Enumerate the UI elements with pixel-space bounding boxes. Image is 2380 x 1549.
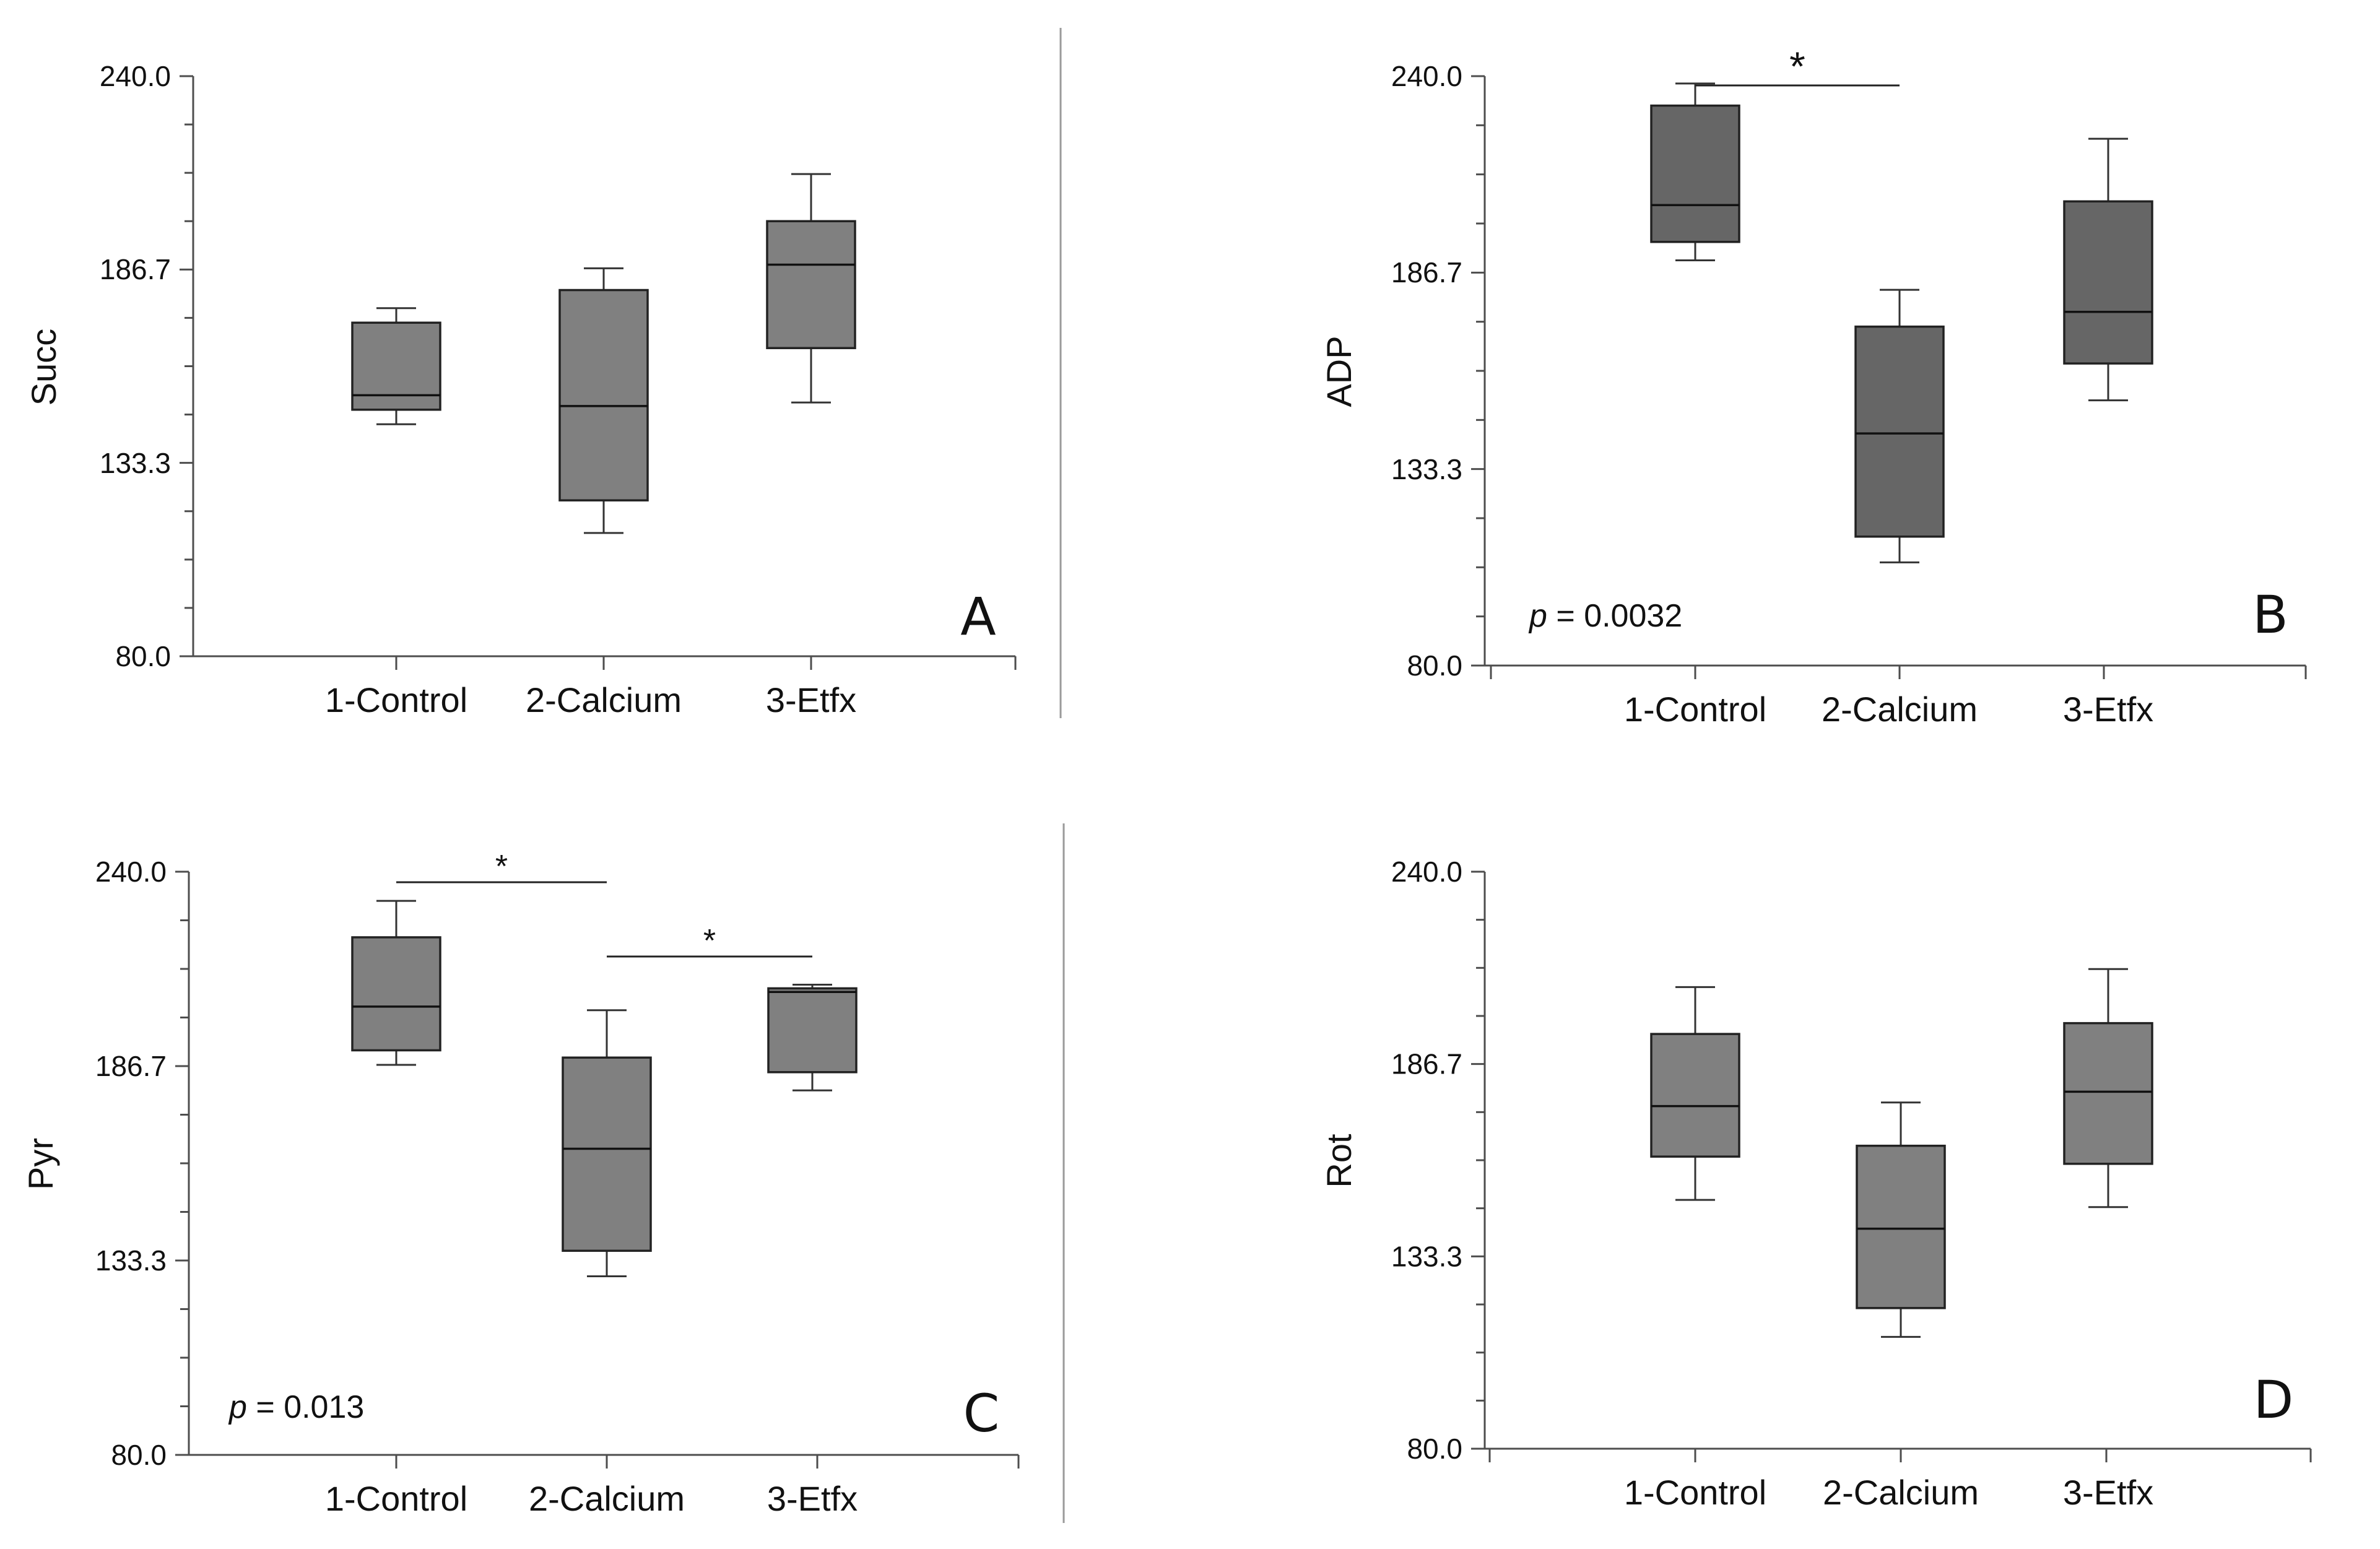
panel-d-category-label: 1-Control — [1624, 1473, 1766, 1512]
panel-c-category-label: 1-Control — [325, 1479, 467, 1518]
panel-b-y-tick-label: 80.0 — [1407, 649, 1462, 682]
panel-c-category-label: 3-Etfx — [767, 1479, 858, 1518]
panel-a: 240.0 186.7 133.3 80.0 1-Control 2-Calcium 3-E… — [24, 60, 1017, 719]
panel-d-box-2 — [1856, 1101, 1946, 1338]
iqr-box — [2063, 200, 2153, 365]
panel-b-y-axis-label: ADP — [1319, 336, 1358, 407]
panel-b-p-value: p = 0.0032 — [1528, 598, 1682, 634]
panel-d: 240.0 186.7 133.3 80.0 1-Control 2-Calcium 3-E… — [1319, 856, 2312, 1512]
panel-b: 240.0 186.7 133.3 80.0 1-Control 2-Calcium 3-E… — [1319, 43, 2307, 729]
iqr-box — [2063, 1022, 2153, 1165]
panel-c-y-tick-label: 186.7 — [95, 1050, 167, 1082]
panel-a-letter: A — [960, 586, 996, 647]
panel-d-letter: D — [2254, 1369, 2294, 1430]
panel-b-y-tick-label: 240.0 — [1391, 60, 1462, 92]
panel-c-y-tick-label: 80.0 — [111, 1439, 167, 1471]
panel-d-y-tick-label: 133.3 — [1391, 1241, 1462, 1273]
panel-c-significance-star: * — [495, 849, 508, 885]
panel-d-category-label: 2-Calcium — [1823, 1473, 1979, 1512]
panel-a-category-label: 3-Etfx — [766, 680, 856, 719]
iqr-box — [767, 987, 858, 1074]
panel-b-category-label: 2-Calcium — [1822, 690, 1978, 729]
panel-a-box-1 — [351, 307, 441, 425]
p-symbol: p — [1528, 598, 1556, 634]
iqr-box — [351, 321, 441, 411]
panel-d-box-1 — [1650, 986, 1740, 1201]
iqr-box — [1650, 104, 1740, 243]
iqr-box — [766, 220, 856, 349]
panel-a-category-label: 2-Calcium — [526, 680, 682, 719]
panel-b-box-1 — [1650, 82, 1740, 261]
panel-d-y-tick-label: 186.7 — [1391, 1048, 1462, 1080]
iqr-box — [1856, 1144, 1946, 1309]
panel-a-box-2 — [558, 267, 649, 534]
panel-c-y-tick-label: 133.3 — [95, 1244, 167, 1277]
iqr-box — [558, 289, 649, 501]
panel-a-box-3 — [766, 173, 856, 404]
iqr-box — [562, 1056, 652, 1252]
panel-c-category-label: 2-Calcium — [529, 1479, 685, 1518]
panel-b-category-label: 3-Etfx — [2063, 690, 2153, 729]
panel-b-category-label: 1-Control — [1624, 690, 1766, 729]
panel-c-significance-star: * — [703, 923, 716, 959]
panel-b-box-3 — [2063, 137, 2153, 402]
iqr-box — [1854, 325, 1945, 538]
panel-c-y-axis-label: Pyr — [21, 1138, 60, 1190]
panel-b-significance-star: * — [1789, 43, 1805, 89]
iqr-box — [351, 936, 441, 1052]
panel-c-box-2 — [562, 1009, 652, 1278]
p-symbol: p — [228, 1389, 256, 1425]
p-value-text: = 0.013 — [256, 1389, 364, 1425]
panel-b-letter: B — [2252, 584, 2288, 645]
panel-b-y-tick-label: 186.7 — [1391, 256, 1462, 289]
panel-d-category-label: 3-Etfx — [2063, 1473, 2153, 1512]
panel-c: 240.0 186.7 133.3 80.0 1-Control 2-Calcium 3-E… — [21, 849, 1020, 1518]
panel-c-y-tick-label: 240.0 — [95, 856, 167, 888]
panel-a-y-tick-label: 240.0 — [100, 60, 171, 92]
panel-d-y-tick-label: 240.0 — [1391, 856, 1462, 888]
panel-c-box-1 — [351, 900, 441, 1066]
panel-c-p-value: p = 0.013 — [228, 1389, 364, 1425]
panel-b-box-2 — [1854, 289, 1945, 563]
iqr-box — [1650, 1033, 1740, 1158]
panel-b-y-tick-label: 133.3 — [1391, 453, 1462, 485]
panel-a-y-tick-label: 186.7 — [100, 253, 171, 285]
panel-a-y-axis-label: Succ — [24, 329, 63, 406]
panel-a-category-label: 1-Control — [325, 680, 467, 719]
panel-c-box-3 — [767, 984, 858, 1091]
panel-a-y-tick-label: 80.0 — [115, 640, 171, 672]
panel-a-y-tick-label: 133.3 — [100, 447, 171, 479]
panel-c-letter: C — [963, 1383, 1000, 1444]
p-value-text: = 0.0032 — [1556, 598, 1682, 634]
panel-d-box-3 — [2063, 968, 2153, 1208]
panel-d-y-tick-label: 80.0 — [1407, 1433, 1462, 1465]
panel-d-y-axis-label: Rot — [1319, 1134, 1358, 1188]
